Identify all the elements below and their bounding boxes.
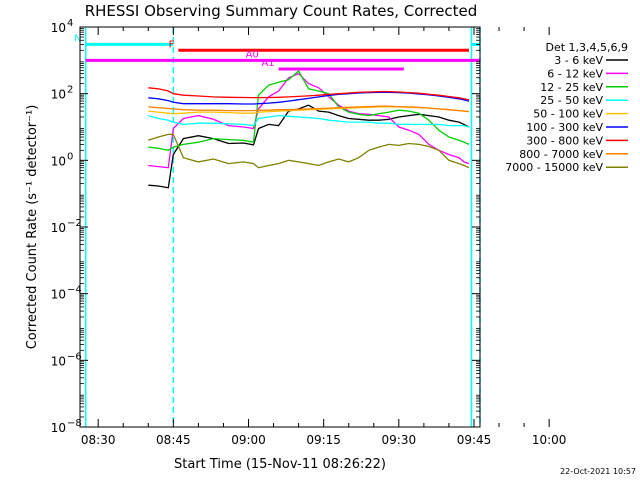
- legend-label-6: 300 - 800 keV: [526, 134, 603, 147]
- legend-label-0: 3 - 6 keV: [554, 54, 603, 67]
- y-axis-label: Corrected Count Rate (s⁻¹ detector⁻¹): [25, 105, 40, 350]
- y-tick-exponent-1: 2: [67, 85, 73, 96]
- x-tick-label-4: 09:30: [382, 433, 417, 447]
- legend-label-2: 12 - 25 keV: [540, 81, 603, 94]
- legend-label-3: 25 - 50 keV: [540, 94, 603, 107]
- y-tick-label-1: 10: [51, 88, 66, 102]
- y-tick-exponent-3: −2: [67, 218, 82, 229]
- timestamp: 22-Oct-2021 10:57: [560, 467, 636, 476]
- x-tick-label-6: 10:00: [532, 433, 567, 447]
- series-line-0: [148, 104, 470, 189]
- series-line-3: [148, 114, 470, 128]
- series-line-5: [148, 91, 470, 105]
- x-tick-label-1: 08:45: [156, 433, 191, 447]
- y-tick-label-4: 10: [51, 288, 66, 302]
- legend-label-5: 100 - 300 keV: [526, 121, 603, 134]
- flag-label-A0: A0: [246, 49, 259, 60]
- x-tick-label-3: 09:15: [306, 433, 341, 447]
- y-tick-exponent-0: 4: [67, 18, 73, 29]
- flag-label-F: F: [169, 39, 175, 50]
- series-line-8: [148, 133, 470, 169]
- legend-label-4: 50 - 100 keV: [533, 108, 603, 121]
- x-tick-label-5: 09:45: [457, 433, 492, 447]
- series-layer: [148, 69, 470, 189]
- x-tick-label-0: 08:30: [81, 433, 116, 447]
- x-axis-label: Start Time (15-Nov-11 08:26:22): [174, 457, 386, 472]
- x-tick-label-2: 09:00: [231, 433, 266, 447]
- series-line-1: [148, 72, 470, 169]
- flag-label-N: N: [74, 33, 81, 44]
- legend-label-7: 800 - 7000 keV: [519, 148, 603, 161]
- y-tick-exponent-5: −6: [67, 351, 82, 362]
- y-tick-label-2: 10: [51, 154, 66, 168]
- series-line-6: [148, 87, 470, 101]
- chart-title: RHESSI Observing Summary Count Rates, Co…: [85, 2, 478, 20]
- y-tick-exponent-6: −8: [67, 418, 82, 429]
- y-tick-label-3: 10: [51, 221, 66, 235]
- series-line-2: [148, 69, 470, 151]
- y-tick-label-0: 10: [51, 21, 66, 35]
- legend-label-8: 7000 - 15000 keV: [505, 161, 603, 174]
- flag-label-A1: A1: [261, 58, 274, 69]
- y-tick-label-6: 10: [51, 421, 66, 435]
- legend-header: Det 1,3,4,5,6,9: [545, 41, 628, 54]
- y-tick-exponent-4: −4: [67, 285, 82, 296]
- series-line-7: [148, 105, 470, 113]
- y-tick-label-5: 10: [51, 354, 66, 368]
- y-tick-exponent-2: 0: [67, 151, 73, 162]
- legend-label-1: 6 - 12 keV: [547, 67, 603, 80]
